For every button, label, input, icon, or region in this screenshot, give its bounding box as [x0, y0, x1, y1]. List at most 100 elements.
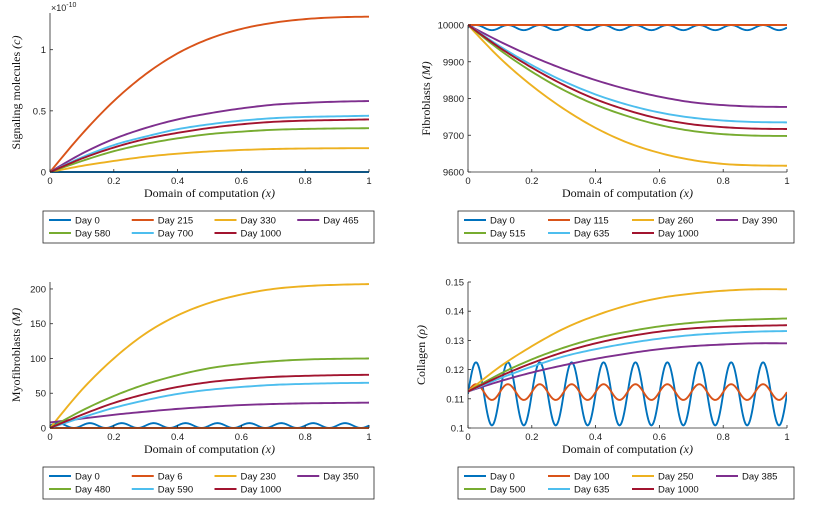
legend-label-day-215: Day 215 [158, 216, 193, 227]
legend-label-day-700: Day 700 [158, 229, 193, 240]
y-tick-label: 9600 [443, 168, 464, 179]
series-line-day-1000 [50, 373, 369, 429]
legend-label-day-0: Day 0 [490, 216, 515, 227]
legend-label-day-590: Day 590 [158, 485, 193, 496]
x-tick-label: 0.4 [589, 176, 602, 187]
y-tick-label: 9900 [443, 57, 464, 68]
series-line-day-260 [468, 24, 787, 167]
y-tick-label: 0 [41, 424, 46, 435]
x-axis-label-text: Domain of computation [562, 442, 680, 456]
series-line-day-350 [50, 401, 369, 424]
x-axis-label-var: (x) [680, 442, 693, 456]
series-line-day-635 [468, 24, 787, 124]
series-line-day-215 [50, 15, 369, 173]
legend: Day 0 Day 115 Day 260 Day 390 Day 515 Day 635… [457, 210, 795, 244]
y-tick-label: 50 [35, 389, 46, 400]
x-axis-label-text: Domain of computation [144, 186, 262, 200]
y-tick-label: 0.5 [33, 106, 46, 117]
x-tick-label: 0.6 [235, 432, 248, 443]
series-line-day-700 [50, 114, 369, 173]
y-axis-label: Myofibroblasts (M) [9, 308, 23, 402]
series-line-day-515 [468, 24, 787, 137]
series-line-day-100 [468, 383, 787, 401]
legend-label-day-1000: Day 1000 [658, 229, 699, 240]
y-tick-label: 0 [41, 168, 46, 179]
legend-label-day-100: Day 100 [574, 472, 609, 483]
legend-label-day-390: Day 390 [742, 216, 777, 227]
y-tick-label: 10000 [438, 21, 464, 32]
legend-label-day-1000: Day 1000 [658, 485, 699, 496]
y-tick-label: 0.12 [446, 365, 465, 376]
y-tick-label: 1 [41, 45, 46, 56]
x-tick-label: 1 [784, 176, 789, 187]
legend-label-day-260: Day 260 [658, 216, 693, 227]
legend-label-day-250: Day 250 [658, 472, 693, 483]
y-axis-label: Signaling molecules (c) [9, 36, 23, 150]
y-tick-label: 0.11 [446, 394, 464, 405]
x-tick-label: 0.8 [299, 432, 312, 443]
y-tick-label: 0.14 [446, 307, 465, 318]
chart-3: 0 0.2 0.4 0.6 0.8 1 0 50 100 150 200 Domain of comp… [9, 282, 375, 500]
x-axis-label: Domain of computation (x) [144, 442, 275, 456]
series-line-day-1000 [468, 24, 787, 130]
series-line-day-390 [468, 24, 787, 108]
legend: Day 0 Day 215 Day 330 Day 465 Day 580 Day 700… [42, 210, 375, 244]
y-axis-label: Fibroblasts (M) [419, 61, 433, 135]
legend-label-day-515: Day 515 [490, 229, 525, 240]
y-axis-label-var: (ρ) [414, 325, 428, 339]
series-line-day-465 [50, 100, 369, 173]
y-axis-label-var: (M) [9, 308, 23, 326]
x-axis-label: Domain of computation (x) [562, 442, 693, 456]
x-tick-label: 0.2 [525, 432, 538, 443]
x-tick-label: 0 [465, 432, 470, 443]
legend-label-day-350: Day 350 [323, 472, 358, 483]
legend-label-day-480: Day 480 [75, 485, 110, 496]
legend-label-day-0: Day 0 [490, 472, 515, 483]
legend-label-day-230: Day 230 [241, 472, 276, 483]
y-axis-label-var: (c) [9, 36, 23, 49]
legend-label-day-635: Day 635 [574, 485, 609, 496]
series-line-day-590 [50, 381, 369, 429]
x-tick-label: 0.6 [653, 432, 666, 443]
series-line-day-230 [50, 283, 369, 429]
x-tick-label: 0.4 [171, 432, 184, 443]
series-line-day-0 [468, 361, 787, 427]
x-axis-label-text: Domain of computation [144, 442, 262, 456]
legend-label-day-0: Day 0 [75, 216, 100, 227]
legend-label-day-385: Day 385 [742, 472, 777, 483]
legend-label-day-1000: Day 1000 [241, 485, 282, 496]
x-tick-label: 0.8 [717, 176, 730, 187]
y-tick-label: 0.13 [446, 336, 465, 347]
x-tick-label: 0.2 [525, 176, 538, 187]
y-tick-label: 200 [30, 284, 46, 295]
x-tick-label: 0.8 [299, 176, 312, 187]
chart-4: 0 0.2 0.4 0.6 0.8 1 0.1 0.11 0.12 0.13 0.14 0.15 Dom… [414, 278, 795, 500]
legend-label-day-580: Day 580 [75, 229, 110, 240]
x-axis-label-var: (x) [262, 186, 275, 200]
legend: Day 0 Day 100 Day 250 Day 385 Day 500 Day 635… [457, 466, 795, 500]
legend-box [457, 210, 795, 244]
x-tick-label: 0.4 [589, 432, 602, 443]
chart-2: 0 0.2 0.4 0.6 0.8 1 9600 9700 9800 9900 10000 Domai… [419, 21, 795, 244]
x-tick-label: 1 [366, 432, 371, 443]
plot-area [50, 283, 369, 429]
chart-1: 0 0.2 0.4 0.6 0.8 1 0 0.5 1 ×10-10 Domain of compu… [9, 2, 375, 244]
y-axis-label: Collagen (ρ) [414, 325, 428, 385]
y-exponent-power: -10 [66, 2, 76, 9]
y-exponent-label: ×10-10 [51, 2, 77, 13]
y-tick-label: 150 [30, 319, 46, 330]
series-line-day-330 [50, 147, 369, 173]
x-axis-label: Domain of computation (x) [562, 186, 693, 200]
series-line-day-580 [50, 127, 369, 173]
plot-area [468, 288, 787, 427]
legend-label-day-115: Day 115 [574, 216, 609, 227]
plot-area [468, 24, 787, 167]
x-axis-label: Domain of computation (x) [144, 186, 275, 200]
x-axis-label-var: (x) [262, 442, 275, 456]
y-exponent-base: ×10 [51, 3, 66, 13]
legend-label-day-465: Day 465 [323, 216, 358, 227]
x-tick-label: 0.4 [171, 176, 184, 187]
plot-area [50, 15, 369, 173]
legend-box [42, 466, 375, 500]
